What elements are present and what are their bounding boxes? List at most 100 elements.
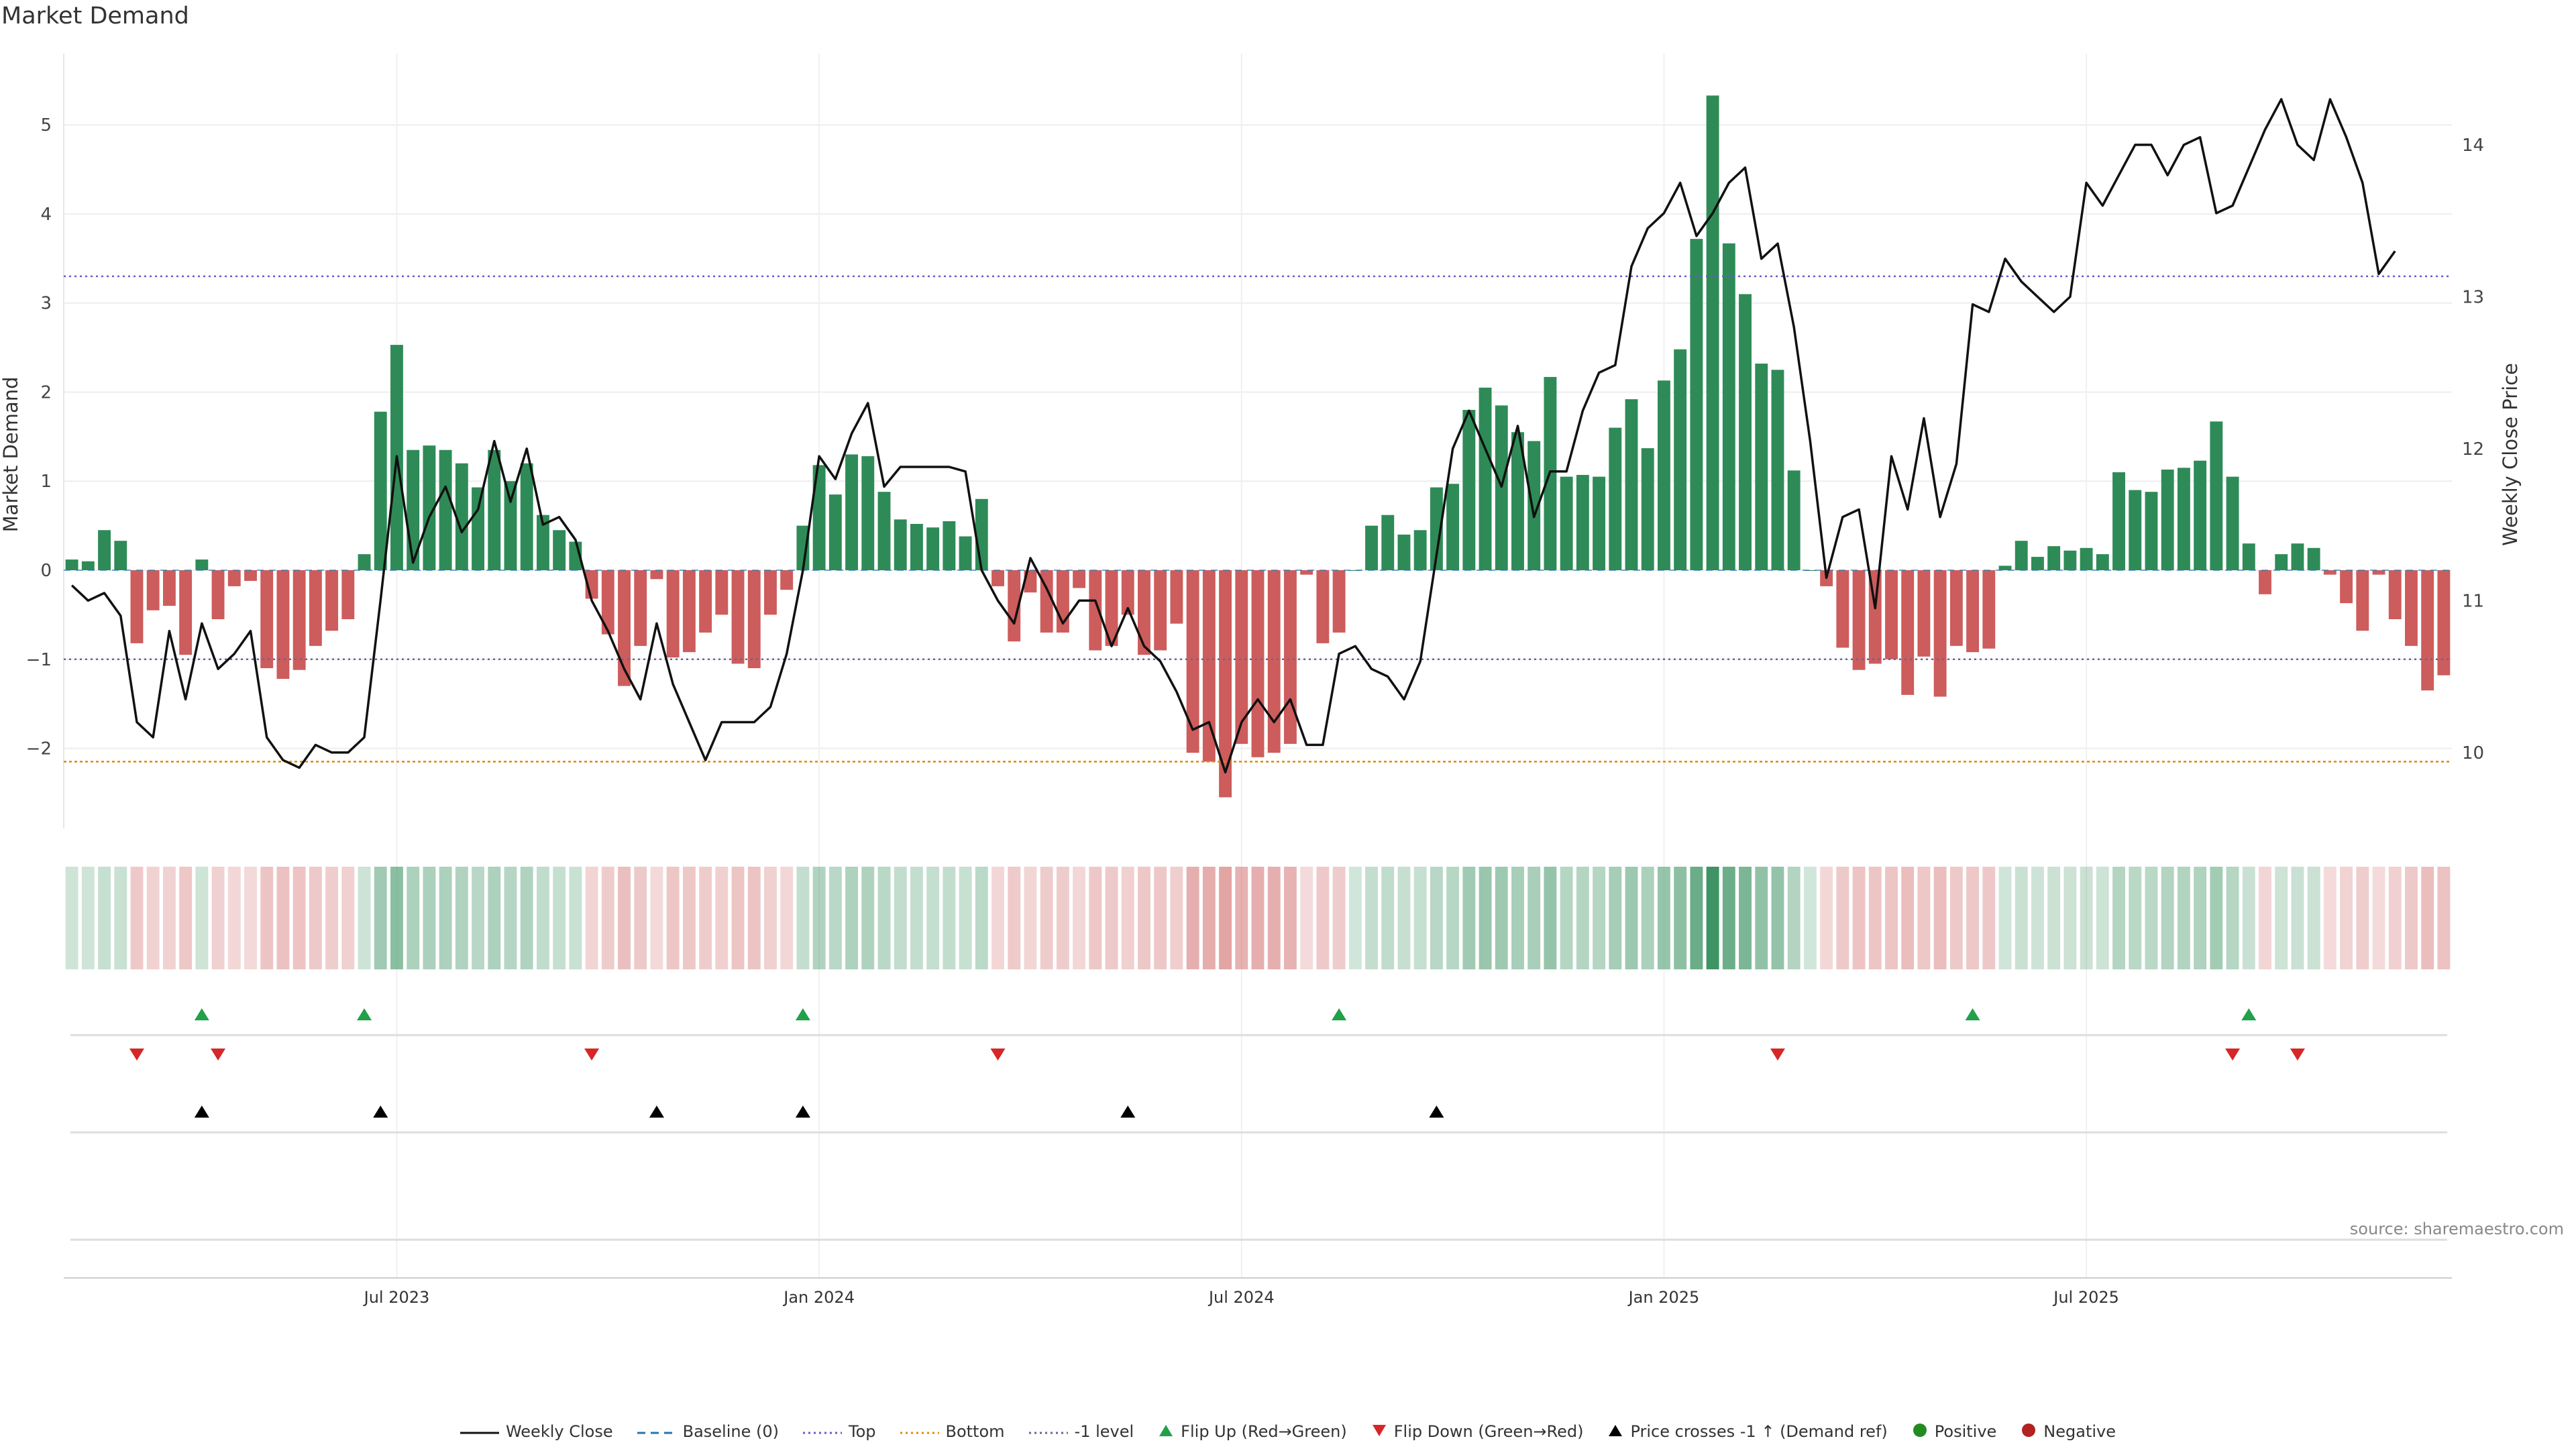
- heat-strip-cell: [1056, 867, 1069, 969]
- heat-strip-cell: [1186, 867, 1199, 969]
- legend-item: Flip Down (Green→Red): [1371, 1422, 1583, 1442]
- demand-bar: [1625, 399, 1638, 570]
- demand-bar: [1722, 243, 1735, 570]
- heat-strip-cell: [926, 867, 940, 969]
- demand-bar: [1755, 364, 1768, 570]
- demand-bar: [244, 570, 257, 581]
- flip-down-marker: [2290, 1049, 2305, 1061]
- demand-bar: [520, 463, 533, 570]
- demand-bar: [179, 570, 193, 655]
- demand-bar: [2226, 476, 2239, 570]
- heat-strip-cell: [1040, 867, 1053, 969]
- y-left-axis-label: Market Demand: [0, 376, 22, 532]
- heat-strip-cell: [2323, 867, 2337, 969]
- heat-strip-cell: [1933, 867, 1947, 969]
- demand-bar: [2112, 472, 2125, 570]
- demand-bar: [699, 570, 712, 633]
- legend-label: Top: [849, 1422, 876, 1441]
- legend-label: Positive: [1934, 1422, 1997, 1441]
- demand-bar: [1121, 570, 1134, 615]
- heat-strip-cell: [2421, 867, 2434, 969]
- heat-strip-cell: [1706, 867, 1719, 969]
- heat-strip-cell: [98, 867, 111, 969]
- demand-bar: [1446, 484, 1460, 570]
- demand-bar: [1089, 570, 1102, 651]
- demand-bar: [2372, 570, 2385, 575]
- demand-bar: [292, 570, 306, 670]
- demand-bar: [601, 570, 614, 635]
- price-cross-marker: [795, 1106, 810, 1118]
- heat-strip-cell: [1479, 867, 1492, 969]
- y-left-tick-label: 1: [40, 472, 52, 492]
- heat-strip-cell: [2145, 867, 2158, 969]
- heat-strip-cell: [1625, 867, 1638, 969]
- source-label: source: sharemaestro.com: [2349, 1220, 2564, 1238]
- heat-strip-cell: [1365, 867, 1378, 969]
- legend-label: Weekly Close: [505, 1422, 613, 1441]
- demand-bar: [1105, 570, 1118, 646]
- heat-strip-cell: [2259, 867, 2271, 969]
- heat-strip-cell: [65, 867, 78, 969]
- demand-bar: [796, 525, 810, 570]
- demand-bar: [2291, 543, 2304, 570]
- heat-strip-cell: [2063, 867, 2077, 969]
- demand-bar: [472, 487, 484, 570]
- demand-bar: [1170, 570, 1183, 624]
- heat-strip-cell: [1576, 867, 1589, 969]
- heat-strip-cell: [1332, 867, 1346, 969]
- flip-down-marker: [211, 1049, 226, 1061]
- legend-item: Baseline (0): [637, 1422, 779, 1442]
- demand-bar: [943, 521, 956, 570]
- demand-bar: [894, 519, 907, 570]
- heat-strip-cell: [2210, 867, 2223, 969]
- demand-bar: [195, 559, 209, 570]
- legend-swatch-icon: [460, 1423, 499, 1442]
- heat-strip-cell: [1722, 867, 1735, 969]
- heat-strip-cell: [309, 867, 322, 969]
- heat-strip-cell: [2275, 867, 2288, 969]
- y-left-tick-label: −2: [26, 739, 52, 759]
- legend-label: Bottom: [945, 1422, 1005, 1441]
- heat-strip-cell: [699, 867, 712, 969]
- heat-strip-cell: [1787, 867, 1801, 969]
- x-tick-label: Jul 2025: [2052, 1288, 2119, 1307]
- demand-bar: [1690, 239, 1703, 570]
- legend-item: Flip Up (Red→Green): [1158, 1422, 1347, 1442]
- demand-bar: [828, 494, 842, 570]
- demand-bar: [1008, 570, 1021, 642]
- demand-bar: [1462, 410, 1476, 570]
- heat-strip-cell: [2226, 867, 2239, 969]
- y-right-tick-label: 14: [2462, 136, 2484, 156]
- demand-bar: [682, 570, 696, 653]
- heat-strip-cell: [1154, 867, 1167, 969]
- heat-strip-cell: [1593, 867, 1606, 969]
- heat-strip-cell: [1609, 867, 1622, 969]
- demand-bar: [227, 570, 241, 586]
- heat-strip-cell: [780, 867, 794, 969]
- legend-swatch-icon: [803, 1423, 842, 1442]
- x-tick-label: Jul 2023: [363, 1288, 430, 1307]
- heat-strip-cell: [146, 867, 160, 969]
- heat-strip-cell: [1413, 867, 1427, 969]
- heat-strip-cell: [1966, 867, 1980, 969]
- heat-strip-cell: [1803, 867, 1817, 969]
- demand-bar: [1219, 570, 1232, 798]
- heat-strip-cell: [1138, 867, 1150, 969]
- demand-bar: [1397, 534, 1411, 570]
- heat-strip-cell: [715, 867, 729, 969]
- demand-bar: [1138, 570, 1150, 655]
- heat-strip-cell: [227, 867, 241, 969]
- heat-strip-cell: [1560, 867, 1573, 969]
- demand-bar: [2323, 570, 2337, 575]
- flip-down-marker: [990, 1049, 1006, 1061]
- demand-bar: [2129, 490, 2142, 570]
- demand-bar: [1235, 570, 1248, 744]
- heat-strip-cell: [666, 867, 680, 969]
- heat-strip-cell: [1300, 867, 1313, 969]
- heat-strip-cell: [1121, 867, 1134, 969]
- x-tick-label: Jan 2024: [782, 1288, 855, 1307]
- demand-bar: [2421, 570, 2434, 691]
- heat-strip-cell: [211, 867, 225, 969]
- price-cross-marker: [1429, 1106, 1444, 1118]
- legend-item: Price crosses -1 ↑ (Demand ref): [1607, 1422, 1888, 1442]
